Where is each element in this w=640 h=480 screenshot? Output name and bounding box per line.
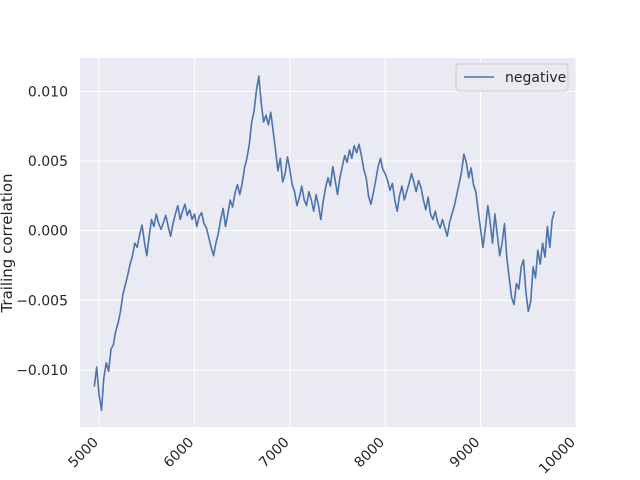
series-group	[93, 75, 556, 412]
x-tick-label: 6000	[161, 435, 198, 472]
y-axis-label: Trailing correlation	[0, 173, 16, 313]
y-axis: −0.010 −0.005 0.000 0.005 0.010	[16, 84, 68, 378]
x-tick-label: 10000	[536, 435, 579, 478]
x-axis: 5000 6000 7000 8000 9000 10000	[65, 435, 578, 478]
grid	[80, 58, 577, 427]
x-tick-label: 5000	[65, 435, 102, 472]
x-tick-label: 9000	[447, 435, 484, 472]
legend-box	[455, 63, 569, 92]
y-tick-label: 0.000	[28, 224, 68, 240]
y-tick-label: −0.010	[16, 363, 68, 379]
y-tick-label: −0.005	[16, 293, 68, 309]
legend: negative	[455, 63, 569, 92]
series-line-negative	[93, 75, 556, 412]
x-tick-label: 7000	[256, 435, 293, 472]
legend-label-negative: negative	[505, 70, 566, 86]
y-tick-label: 0.005	[28, 154, 68, 170]
x-tick-label: 8000	[352, 435, 389, 472]
y-tick-label: 0.010	[28, 84, 68, 100]
